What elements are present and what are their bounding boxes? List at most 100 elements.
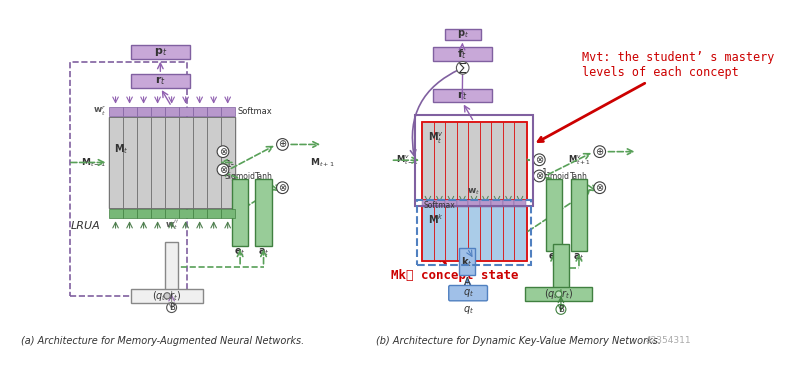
Text: $\mathbf{p}_t$: $\mathbf{p}_t$ (154, 46, 167, 58)
Bar (109, 117, 123, 208)
Bar (109, 209, 123, 218)
Text: $\mathbf{a}_t$: $\mathbf{a}_t$ (573, 251, 584, 263)
Text: Sigmoid: Sigmoid (539, 172, 569, 181)
Bar (553, 243, 569, 293)
Bar (445, 122, 457, 199)
Bar (136, 117, 150, 208)
Bar (221, 209, 234, 218)
Circle shape (217, 164, 229, 175)
Text: $\mathbf{M}_t$: $\mathbf{M}_t$ (114, 142, 128, 156)
Bar (221, 107, 234, 115)
Circle shape (164, 293, 170, 299)
Bar (445, 200, 457, 206)
Text: ⊗: ⊗ (596, 183, 604, 193)
Bar (434, 122, 445, 199)
Bar (179, 107, 192, 115)
Bar (468, 122, 480, 199)
Text: $\mathbf{e}_t$: $\mathbf{e}_t$ (548, 251, 559, 263)
Text: $(q_t, r_t)$: $(q_t, r_t)$ (152, 289, 182, 303)
Text: $\mathbf{w}_t$: $\mathbf{w}_t$ (467, 186, 481, 196)
Bar (503, 200, 514, 206)
Bar (491, 200, 503, 206)
Bar (457, 200, 468, 206)
Text: $\mathbf{w}_t''$: $\mathbf{w}_t''$ (165, 219, 178, 232)
Bar (166, 242, 178, 291)
Bar (480, 122, 491, 199)
Text: ⊗: ⊗ (535, 171, 543, 181)
Bar (415, 115, 533, 206)
Text: Tanh: Tanh (254, 172, 272, 181)
Text: ⊗: ⊗ (279, 183, 287, 193)
Bar (207, 209, 221, 218)
Text: 42354311: 42354311 (646, 336, 691, 346)
FancyBboxPatch shape (449, 286, 488, 301)
Text: (b) Architecture for Dynamic Key-Value Memory Networks.: (b) Architecture for Dynamic Key-Value M… (376, 336, 661, 346)
Bar (192, 117, 207, 208)
Bar (503, 206, 514, 260)
Text: Tanh: Tanh (570, 172, 588, 181)
Bar (434, 206, 445, 260)
Bar (480, 200, 491, 206)
Bar (192, 209, 207, 218)
Bar (444, 29, 481, 40)
Circle shape (166, 303, 177, 313)
Text: $\mathbf{e}_t$: $\mathbf{e}_t$ (234, 247, 246, 259)
Text: B: B (169, 303, 174, 312)
Bar (165, 209, 179, 218)
Text: Mk： concept state: Mk： concept state (390, 255, 518, 282)
Text: Softmax: Softmax (424, 201, 455, 210)
Bar (165, 107, 179, 115)
Text: ⊗: ⊗ (219, 147, 227, 157)
Text: $q_t$: $q_t$ (463, 304, 474, 316)
Text: Sigmoid: Sigmoid (225, 172, 256, 181)
Text: Mvt: the student’ s mastery
levels of each concept: Mvt: the student’ s mastery levels of ea… (538, 51, 774, 142)
Text: $\mathbf{f}_t$: $\mathbf{f}_t$ (457, 47, 467, 61)
Circle shape (534, 170, 545, 182)
Bar (457, 122, 468, 199)
Bar (491, 122, 503, 199)
Text: $\mathbf{p}_t$: $\mathbf{p}_t$ (457, 28, 469, 40)
Circle shape (534, 154, 545, 166)
Bar (123, 117, 136, 208)
Bar (503, 122, 514, 199)
Text: $\mathbf{M}_{t+1}$: $\mathbf{M}_{t+1}$ (310, 156, 334, 169)
Bar (422, 122, 434, 199)
Text: ⊕: ⊕ (279, 139, 287, 149)
Text: $\mathbf{w}_t^r$: $\mathbf{w}_t^r$ (93, 104, 107, 118)
Bar (433, 88, 492, 102)
Text: 1-: 1- (226, 160, 234, 169)
Text: ⊕: ⊕ (596, 147, 604, 157)
Circle shape (555, 291, 562, 297)
Circle shape (594, 146, 606, 158)
Bar (136, 107, 150, 115)
Bar (434, 200, 445, 206)
Text: $\mathbf{r}_t$: $\mathbf{r}_t$ (457, 89, 468, 102)
Circle shape (217, 146, 229, 158)
Bar (192, 107, 207, 115)
Bar (459, 248, 475, 275)
Circle shape (556, 305, 566, 314)
Bar (123, 107, 136, 115)
Circle shape (276, 139, 288, 150)
Text: ⊗: ⊗ (535, 155, 543, 165)
Text: $\mathbf{v}_t$: $\mathbf{v}_t$ (166, 292, 177, 303)
Bar (109, 117, 234, 208)
Text: 1-: 1- (542, 168, 551, 177)
Text: $q_t$: $q_t$ (463, 287, 474, 299)
Bar (514, 206, 526, 260)
Bar (491, 206, 503, 260)
Text: $\mathbf{k}_t$: $\mathbf{k}_t$ (462, 255, 473, 269)
Text: ∑: ∑ (459, 63, 466, 73)
Bar (525, 287, 592, 301)
Text: $\mathbf{M}_{t-1}^v$: $\mathbf{M}_{t-1}^v$ (397, 154, 420, 167)
Text: $\mathbf{M}_{t+1}^v$: $\mathbf{M}_{t+1}^v$ (569, 154, 592, 167)
Bar (433, 47, 492, 61)
Bar (422, 200, 434, 206)
Bar (150, 117, 165, 208)
Bar (457, 206, 468, 260)
Bar (546, 179, 562, 251)
Bar (422, 122, 526, 199)
Circle shape (276, 182, 288, 194)
Circle shape (594, 182, 606, 194)
Bar (150, 107, 165, 115)
